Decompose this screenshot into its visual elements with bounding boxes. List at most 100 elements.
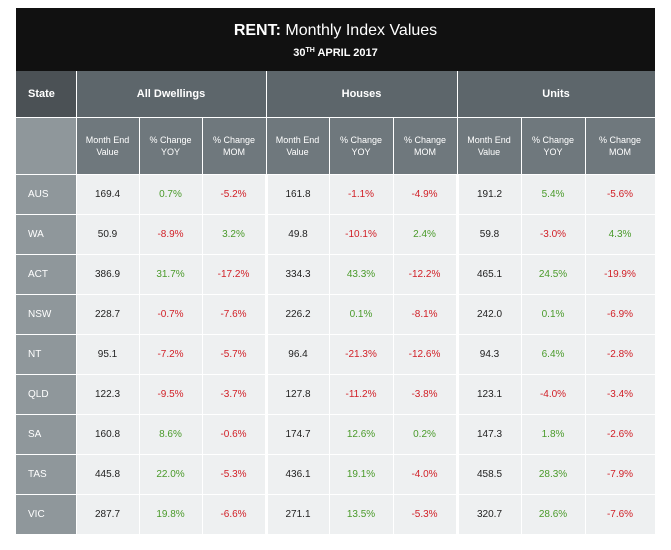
subcolumn-header-month-end-value: Month End Value: [76, 117, 140, 175]
subcolumn-header-row: Month End Value% Change YOY% Change MOM Mont…: [16, 117, 656, 175]
value-cell-change-yoy: -7.2%: [139, 334, 203, 375]
value-cell-change-yoy: -4.0%: [521, 374, 586, 415]
subcolumn-header-line1: % Change: [339, 134, 383, 145]
state-cell: WA: [16, 214, 77, 255]
value-cell-month-end-value: 174.7: [264, 414, 330, 455]
value-cell-month-end-value: 127.8: [264, 374, 330, 415]
title-bar: RENT: Monthly Index Values 30TH APRIL 20…: [16, 8, 655, 71]
subcolumn-header-change-mom: % Change MOM: [585, 117, 656, 175]
value-cell-change-yoy: -0.7%: [139, 294, 203, 335]
table-row: WA 50.9 -8.9% 3.2% 49.8 -10.1% 2.4% 59.8 -3.0% 4.…: [16, 214, 656, 255]
table-row: NT 95.1 -7.2% -5.7% 96.4 -21.3% -12.6% 94.3 6.4%…: [16, 334, 656, 375]
value-cell-change-mom: 0.2%: [393, 414, 458, 455]
state-cell: VIC: [16, 494, 77, 535]
value-cell-change-mom: -8.1%: [393, 294, 458, 335]
value-cell-change-mom: -12.2%: [393, 254, 458, 295]
group-header-units: Units: [457, 71, 656, 118]
value-cell-month-end-value: 242.0: [455, 294, 522, 335]
date-suffix: TH: [305, 47, 315, 54]
value-cell-month-end-value: 320.7: [455, 494, 522, 535]
value-cell-change-yoy: 19.1%: [329, 454, 394, 495]
subcolumn-header-line1: % Change: [599, 134, 642, 145]
index-table: State All Dwellings Houses Units Month E…: [16, 71, 656, 535]
value-cell-month-end-value: 465.1: [455, 254, 522, 295]
value-cell-month-end-value: 160.8: [76, 414, 140, 455]
subcolumn-header-line1: Month End: [85, 134, 130, 145]
page-title: RENT: Monthly Index Values: [16, 21, 655, 41]
subcolumn-header-line2: MOM: [223, 146, 245, 157]
value-cell-change-mom: -5.2%: [202, 174, 267, 215]
value-cell-change-mom: 4.3%: [585, 214, 656, 255]
subcolumn-header-month-end-value: Month End Value: [457, 117, 522, 175]
value-cell-change-mom: -5.3%: [202, 454, 267, 495]
state-header: State: [16, 71, 77, 118]
date-day: 30: [293, 47, 306, 59]
state-cell: SA: [16, 414, 77, 455]
subcolumn-header-line2: Value: [477, 146, 501, 157]
value-cell-month-end-value: 334.3: [264, 254, 330, 295]
state-cell: NSW: [16, 294, 77, 335]
value-cell-change-mom: -7.6%: [585, 494, 656, 535]
title-bold: RENT:: [233, 22, 281, 39]
value-cell-change-mom: -12.6%: [393, 334, 458, 375]
subcolumn-header-line1: % Change: [149, 134, 192, 145]
value-cell-change-yoy: 43.3%: [329, 254, 394, 295]
value-cell-change-mom: -3.8%: [393, 374, 458, 415]
subcolumn-header-month-end-value: Month End Value: [266, 117, 330, 175]
value-cell-change-yoy: -10.1%: [329, 214, 394, 255]
value-cell-month-end-value: 458.5: [455, 454, 522, 495]
title-rest: Monthly Index Values: [280, 22, 438, 39]
value-cell-change-mom: -17.2%: [202, 254, 267, 295]
table-row: SA 160.8 8.6% -0.6% 174.7 12.6% 0.2% 147.3 1.8% -…: [16, 414, 656, 455]
value-cell-change-yoy: 13.5%: [329, 494, 394, 535]
value-cell-change-mom: -7.6%: [202, 294, 267, 335]
subcolumn-header-line2: YOY: [160, 146, 180, 157]
table-row: NSW 228.7 -0.7% -7.6% 226.2 0.1% -8.1% 242.0 0.1…: [16, 294, 656, 335]
subcolumn-header-line1: % Change: [212, 134, 256, 145]
value-cell-change-mom: -4.9%: [393, 174, 458, 215]
value-cell-change-yoy: 0.1%: [329, 294, 394, 335]
table-row: TAS 445.8 22.0% -5.3% 436.1 19.1% -4.0% 458.5 28…: [16, 454, 656, 495]
subcolumn-header-line1: Month End: [275, 134, 320, 145]
subcolumn-header-change-yoy: % Change YOY: [139, 117, 203, 175]
value-cell-month-end-value: 96.4: [264, 334, 330, 375]
subcolumn-header-line2: MOM: [609, 146, 632, 157]
value-cell-change-mom: -4.0%: [393, 454, 458, 495]
value-cell-month-end-value: 445.8: [76, 454, 140, 495]
value-cell-change-yoy: -1.1%: [329, 174, 394, 215]
subcolumn-header-line2: Value: [286, 146, 309, 157]
state-subheader-blank: [16, 117, 77, 175]
date-rest: APRIL 2017: [314, 47, 378, 59]
value-cell-change-mom: -6.6%: [202, 494, 267, 535]
subcolumn-header-change-mom: % Change MOM: [393, 117, 458, 175]
subcolumn-header-line1: % Change: [403, 134, 447, 145]
subcolumn-header-line2: YOY: [351, 146, 371, 157]
value-cell-change-mom: -6.9%: [585, 294, 656, 335]
value-cell-change-mom: -5.7%: [202, 334, 267, 375]
value-cell-change-yoy: 24.5%: [521, 254, 586, 295]
subcolumn-header-change-mom: % Change MOM: [202, 117, 267, 175]
state-cell: AUS: [16, 174, 77, 215]
group-header-all-dwellings: All Dwellings: [76, 71, 267, 118]
value-cell-month-end-value: 123.1: [455, 374, 522, 415]
value-cell-month-end-value: 169.4: [76, 174, 140, 215]
value-cell-change-yoy: 1.8%: [521, 414, 586, 455]
table-row: AUS 169.4 0.7% -5.2% 161.8 -1.1% -4.9% 191.2 5.4…: [16, 174, 656, 215]
value-cell-month-end-value: 226.2: [264, 294, 330, 335]
subcolumn-header-line2: Value: [96, 146, 119, 157]
state-cell: TAS: [16, 454, 77, 495]
value-cell-change-mom: -3.4%: [585, 374, 656, 415]
value-cell-change-yoy: 6.4%: [521, 334, 586, 375]
subcolumn-header-change-yoy: % Change YOY: [521, 117, 586, 175]
value-cell-change-mom: -2.8%: [585, 334, 656, 375]
value-cell-change-mom: -5.6%: [585, 174, 656, 215]
subcolumn-header-line1: Month End: [467, 134, 511, 145]
value-cell-month-end-value: 59.8: [455, 214, 522, 255]
table-row: ACT 386.9 31.7% -17.2% 334.3 43.3% -12.2% 465.1…: [16, 254, 656, 295]
value-cell-change-mom: -19.9%: [585, 254, 656, 295]
value-cell-change-yoy: 28.3%: [521, 454, 586, 495]
value-cell-month-end-value: 161.8: [264, 174, 330, 215]
value-cell-change-mom: -3.7%: [202, 374, 267, 415]
subcolumn-header-line2: YOY: [543, 146, 563, 157]
value-cell-month-end-value: 147.3: [455, 414, 522, 455]
